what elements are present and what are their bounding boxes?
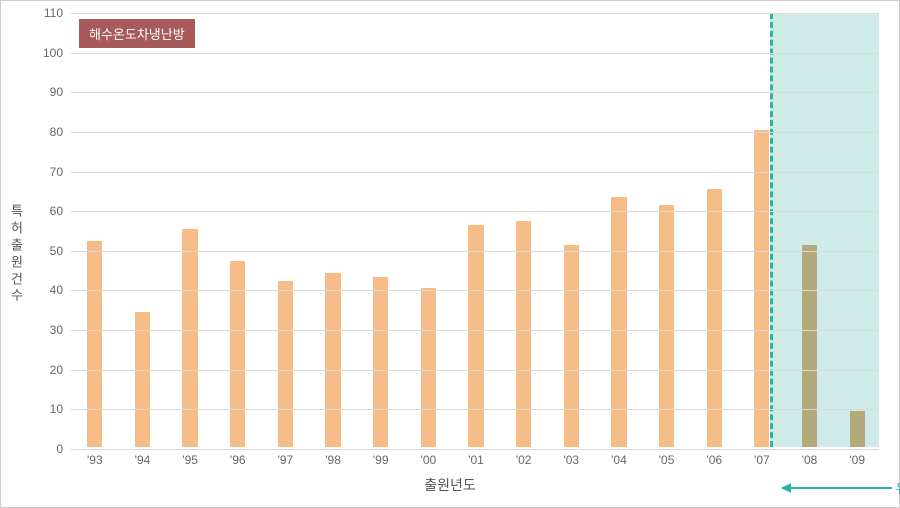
- x-tick: '99: [373, 453, 389, 467]
- ylabel-char: 수: [11, 288, 23, 305]
- gridline: [71, 92, 879, 93]
- bar-chart: 0 10 20 30 40 50 60 70 80 90 100 110 해수온도차냉난방 특허출원건…: [0, 0, 900, 508]
- gridline: [71, 132, 879, 133]
- x-tick: '03: [563, 453, 579, 467]
- bar: [516, 221, 531, 447]
- bar: [850, 411, 865, 447]
- x-tick: '09: [849, 453, 865, 467]
- y-tick: 50: [50, 244, 63, 258]
- y-tick: 80: [50, 125, 63, 139]
- gridline: [71, 290, 879, 291]
- y-tick: 100: [43, 46, 63, 60]
- bar: [564, 245, 579, 447]
- plot-area: 해수온도차냉난방: [71, 13, 879, 447]
- y-tick: 30: [50, 323, 63, 337]
- arrow-line: [782, 487, 892, 489]
- bar: [802, 245, 817, 447]
- x-tick: '97: [278, 453, 294, 467]
- bars-container: [71, 13, 879, 447]
- bar: [373, 277, 388, 447]
- y-tick: 90: [50, 85, 63, 99]
- x-tick: '93: [87, 453, 103, 467]
- x-tick: '01: [468, 453, 484, 467]
- x-tick: '07: [754, 453, 770, 467]
- y-tick: 20: [50, 363, 63, 377]
- y-tick: 40: [50, 283, 63, 297]
- gridline: [71, 53, 879, 54]
- ylabel-char: 건: [11, 271, 23, 288]
- arrow-head-icon: [781, 483, 791, 493]
- legend-label: 해수온도차냉난방: [89, 27, 185, 42]
- x-tick: '04: [611, 453, 627, 467]
- bar: [87, 241, 102, 447]
- x-tick: '00: [421, 453, 437, 467]
- annotation-label: 유효분석구간: [896, 478, 900, 497]
- highlight-border: [770, 13, 773, 447]
- y-tick: 0: [56, 442, 63, 456]
- bar: [278, 281, 293, 447]
- x-tick: '08: [802, 453, 818, 467]
- y-tick: 60: [50, 204, 63, 218]
- bar: [182, 229, 197, 447]
- bar: [754, 130, 769, 447]
- bar: [421, 288, 436, 447]
- x-tick: '98: [325, 453, 341, 467]
- y-tick: 10: [50, 402, 63, 416]
- x-tick: '96: [230, 453, 246, 467]
- ylabel-char: 출: [11, 237, 23, 254]
- gridline: [71, 370, 879, 371]
- bar: [707, 189, 722, 447]
- bar: [135, 312, 150, 447]
- y-tick: 110: [44, 6, 63, 20]
- gridline: [71, 13, 879, 14]
- x-tick: '95: [182, 453, 198, 467]
- ylabel-char: 특: [11, 203, 23, 220]
- highlight-annotation: 유효분석구간: [782, 478, 900, 497]
- x-tick: '06: [706, 453, 722, 467]
- bar: [230, 261, 245, 447]
- x-axis-label: 출원년도: [424, 475, 476, 495]
- ylabel-char: 원: [11, 254, 23, 271]
- gridline: [71, 211, 879, 212]
- bar: [659, 205, 674, 447]
- x-tick: '05: [659, 453, 675, 467]
- bar: [325, 273, 340, 447]
- highlight-region: [770, 13, 880, 447]
- gridline: [71, 330, 879, 331]
- chart-legend: 해수온도차냉난방: [79, 19, 195, 48]
- x-tick: '02: [516, 453, 532, 467]
- bar: [468, 225, 483, 447]
- y-tick: 70: [50, 165, 63, 179]
- y-axis-label: 특허출원건수: [11, 203, 23, 304]
- gridline: [71, 251, 879, 252]
- gridline: [71, 409, 879, 410]
- gridline: [71, 172, 879, 173]
- ylabel-char: 허: [11, 220, 23, 237]
- x-tick: '94: [135, 453, 151, 467]
